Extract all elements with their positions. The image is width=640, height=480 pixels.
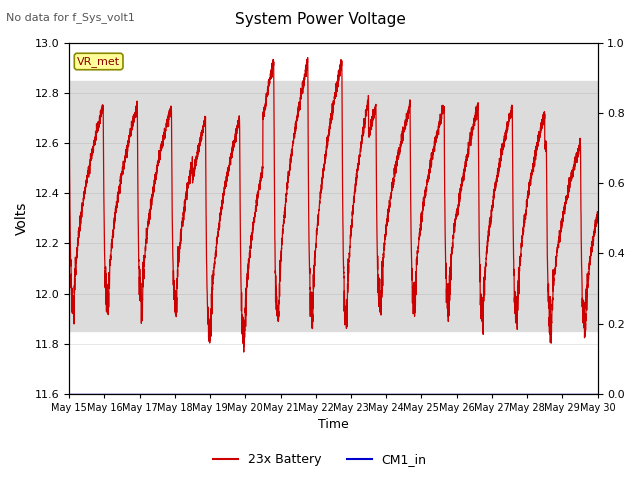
Legend: 23x Battery, CM1_in: 23x Battery, CM1_in xyxy=(208,448,432,471)
Text: No data for f_Sys_volt1: No data for f_Sys_volt1 xyxy=(6,12,135,23)
Text: VR_met: VR_met xyxy=(77,56,120,67)
Text: System Power Voltage: System Power Voltage xyxy=(235,12,405,27)
Bar xyxy=(69,81,598,331)
Y-axis label: Volts: Volts xyxy=(15,202,29,235)
X-axis label: Time: Time xyxy=(318,419,349,432)
